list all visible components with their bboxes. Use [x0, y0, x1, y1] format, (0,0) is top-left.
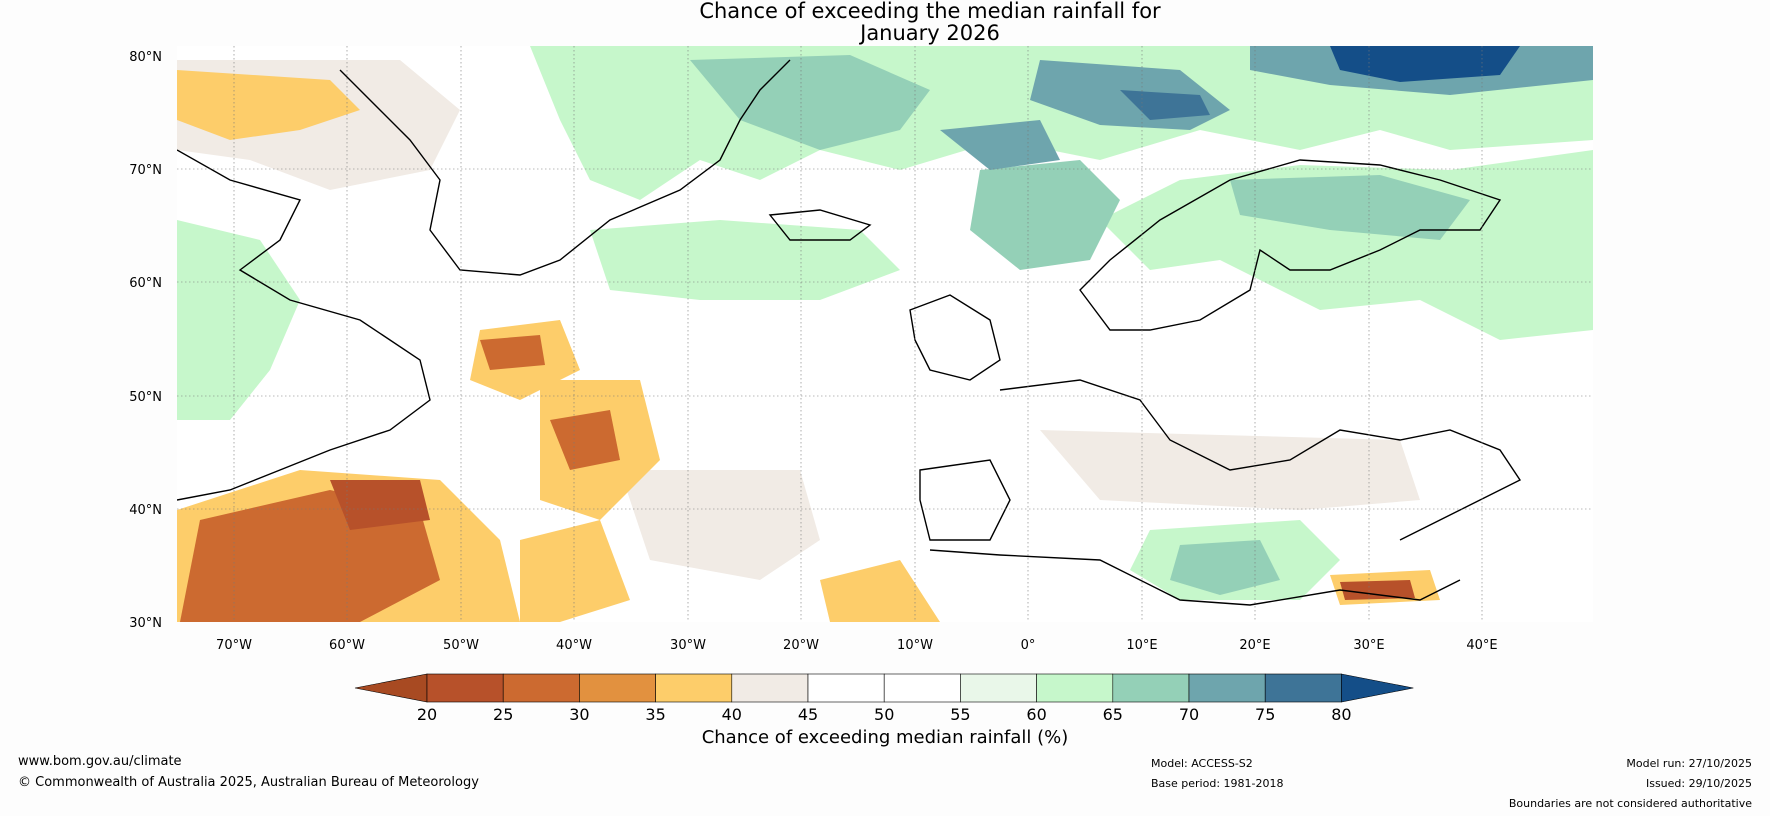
lon-label: 60°W: [329, 638, 365, 653]
colorbar-segment: [1112, 673, 1190, 703]
footer-copyright: © Commonwealth of Australia 2025, Austra…: [18, 775, 479, 790]
colorbar-extend-low: [354, 673, 428, 703]
iceland-coast: [768, 209, 872, 241]
colorbar-segment: [883, 673, 961, 703]
north-america-coast: [177, 149, 431, 501]
lat-label: 50°N: [129, 390, 162, 405]
colorbar-tick-label: 25: [493, 705, 513, 724]
footer-model-run: Model run: 27/10/2025: [1626, 757, 1752, 770]
footer-disclaimer: Boundaries are not considered authoritat…: [1508, 797, 1752, 810]
latitude-labels: 80°N 70°N 60°N 50°N 40°N 30°N: [129, 50, 162, 631]
wet-area-libya: [1170, 540, 1280, 595]
dry-area-mid-atlantic: [620, 470, 820, 580]
lat-label: 60°N: [129, 276, 162, 291]
colorbar-tick-label: 50: [874, 705, 894, 724]
colorbar-segment: [502, 673, 580, 703]
wet-area-norwegian-sea: [940, 120, 1060, 170]
very-wet-area-north: [1120, 90, 1210, 120]
lon-label: 70°W: [216, 638, 252, 653]
lon-label: 0°: [1021, 638, 1036, 653]
colorbar-segment: [655, 673, 733, 703]
colorbar-segment: [807, 673, 885, 703]
footer-issued: Issued: 29/10/2025: [1645, 777, 1752, 790]
lon-label: 30°E: [1353, 638, 1384, 653]
colorbar-segment: [960, 673, 1037, 703]
lon-label: 20°E: [1239, 638, 1270, 653]
british-isles-coast: [909, 294, 1001, 381]
colorbar-tick-label: 45: [798, 705, 818, 724]
very-wet-area-barents: [1330, 46, 1520, 82]
colorbar-tick-label: 55: [950, 705, 970, 724]
footer-model: Model: ACCESS-S2: [1151, 757, 1253, 770]
lon-label: 10°W: [897, 638, 933, 653]
footer-base-period: Base period: 1981-2018: [1151, 777, 1284, 790]
colorbar-tick-label: 20: [417, 705, 437, 724]
north-africa-coast: [929, 549, 1461, 606]
rainfall-anomaly-fields: [177, 46, 1593, 622]
colorbar-tick-label: 35: [645, 705, 665, 724]
lat-label: 70°N: [129, 163, 162, 178]
graticule: [177, 46, 1593, 622]
map-title-line1: Chance of exceeding the median rainfall …: [699, 0, 1161, 23]
lat-label: 30°N: [129, 616, 162, 631]
europe-south-coast: [999, 379, 1522, 541]
colorbar-segment: [1264, 673, 1342, 703]
wet-area-scandinavia: [1100, 150, 1593, 340]
dry-area-brown-west: [330, 480, 430, 530]
wet-area-norway: [970, 160, 1120, 270]
iberia-coast: [919, 459, 1011, 541]
lat-label: 80°N: [129, 50, 162, 65]
colorbar-tick-label: 30: [569, 705, 589, 724]
longitude-labels: 70°W 60°W 50°W 40°W 30°W 20°W 10°W 0° 10…: [216, 638, 1498, 653]
coastlines: [177, 59, 1522, 606]
lon-label: 40°E: [1466, 638, 1497, 653]
scandinavia-coast: [1079, 159, 1502, 331]
dry-area-morocco: [820, 560, 940, 622]
wet-area-greenland-sea: [690, 55, 930, 150]
colorbar-tick-label: 80: [1331, 705, 1351, 724]
colorbar: 20 25 30 35 40 45 50 55 60 65 70 75 80: [354, 673, 1414, 724]
dry-area-orange-mid: [550, 410, 620, 470]
dry-area-brown-egypt: [1340, 580, 1415, 600]
colorbar-segment: [579, 673, 656, 703]
lon-label: 40°W: [556, 638, 592, 653]
lat-label: 40°N: [129, 503, 162, 518]
lon-label: 20°W: [783, 638, 819, 653]
colorbar-tick-label: 60: [1026, 705, 1046, 724]
dry-area-orange-north: [480, 335, 545, 370]
colorbar-segment: [426, 673, 504, 703]
lon-label: 30°W: [670, 638, 706, 653]
dry-area-subtropical-mid: [520, 520, 630, 622]
footer-website: www.bom.gov.au/climate: [18, 754, 182, 769]
colorbar-tick-label: 40: [722, 705, 742, 724]
colorbar-tick-label: 75: [1255, 705, 1275, 724]
colorbar-tick-label: 70: [1179, 705, 1199, 724]
greenland-coast: [339, 59, 791, 276]
lon-label: 50°W: [443, 638, 479, 653]
colorbar-segment: [731, 673, 809, 703]
colorbar-tick-label: 65: [1103, 705, 1123, 724]
wet-area-finland: [1230, 175, 1470, 240]
colorbar-extend-high: [1341, 673, 1414, 703]
dry-area-baffin-bay: [177, 70, 360, 140]
map-title: Chance of exceeding the median rainfall …: [0, 0, 1770, 44]
colorbar-segment: [1188, 673, 1266, 703]
wet-area-labrador: [177, 220, 300, 420]
map-title-line2: January 2026: [860, 21, 1000, 45]
colorbar-segment: [1036, 673, 1114, 703]
lon-label: 10°E: [1126, 638, 1157, 653]
colorbar-label: Chance of exceeding median rainfall (%): [701, 727, 1069, 748]
